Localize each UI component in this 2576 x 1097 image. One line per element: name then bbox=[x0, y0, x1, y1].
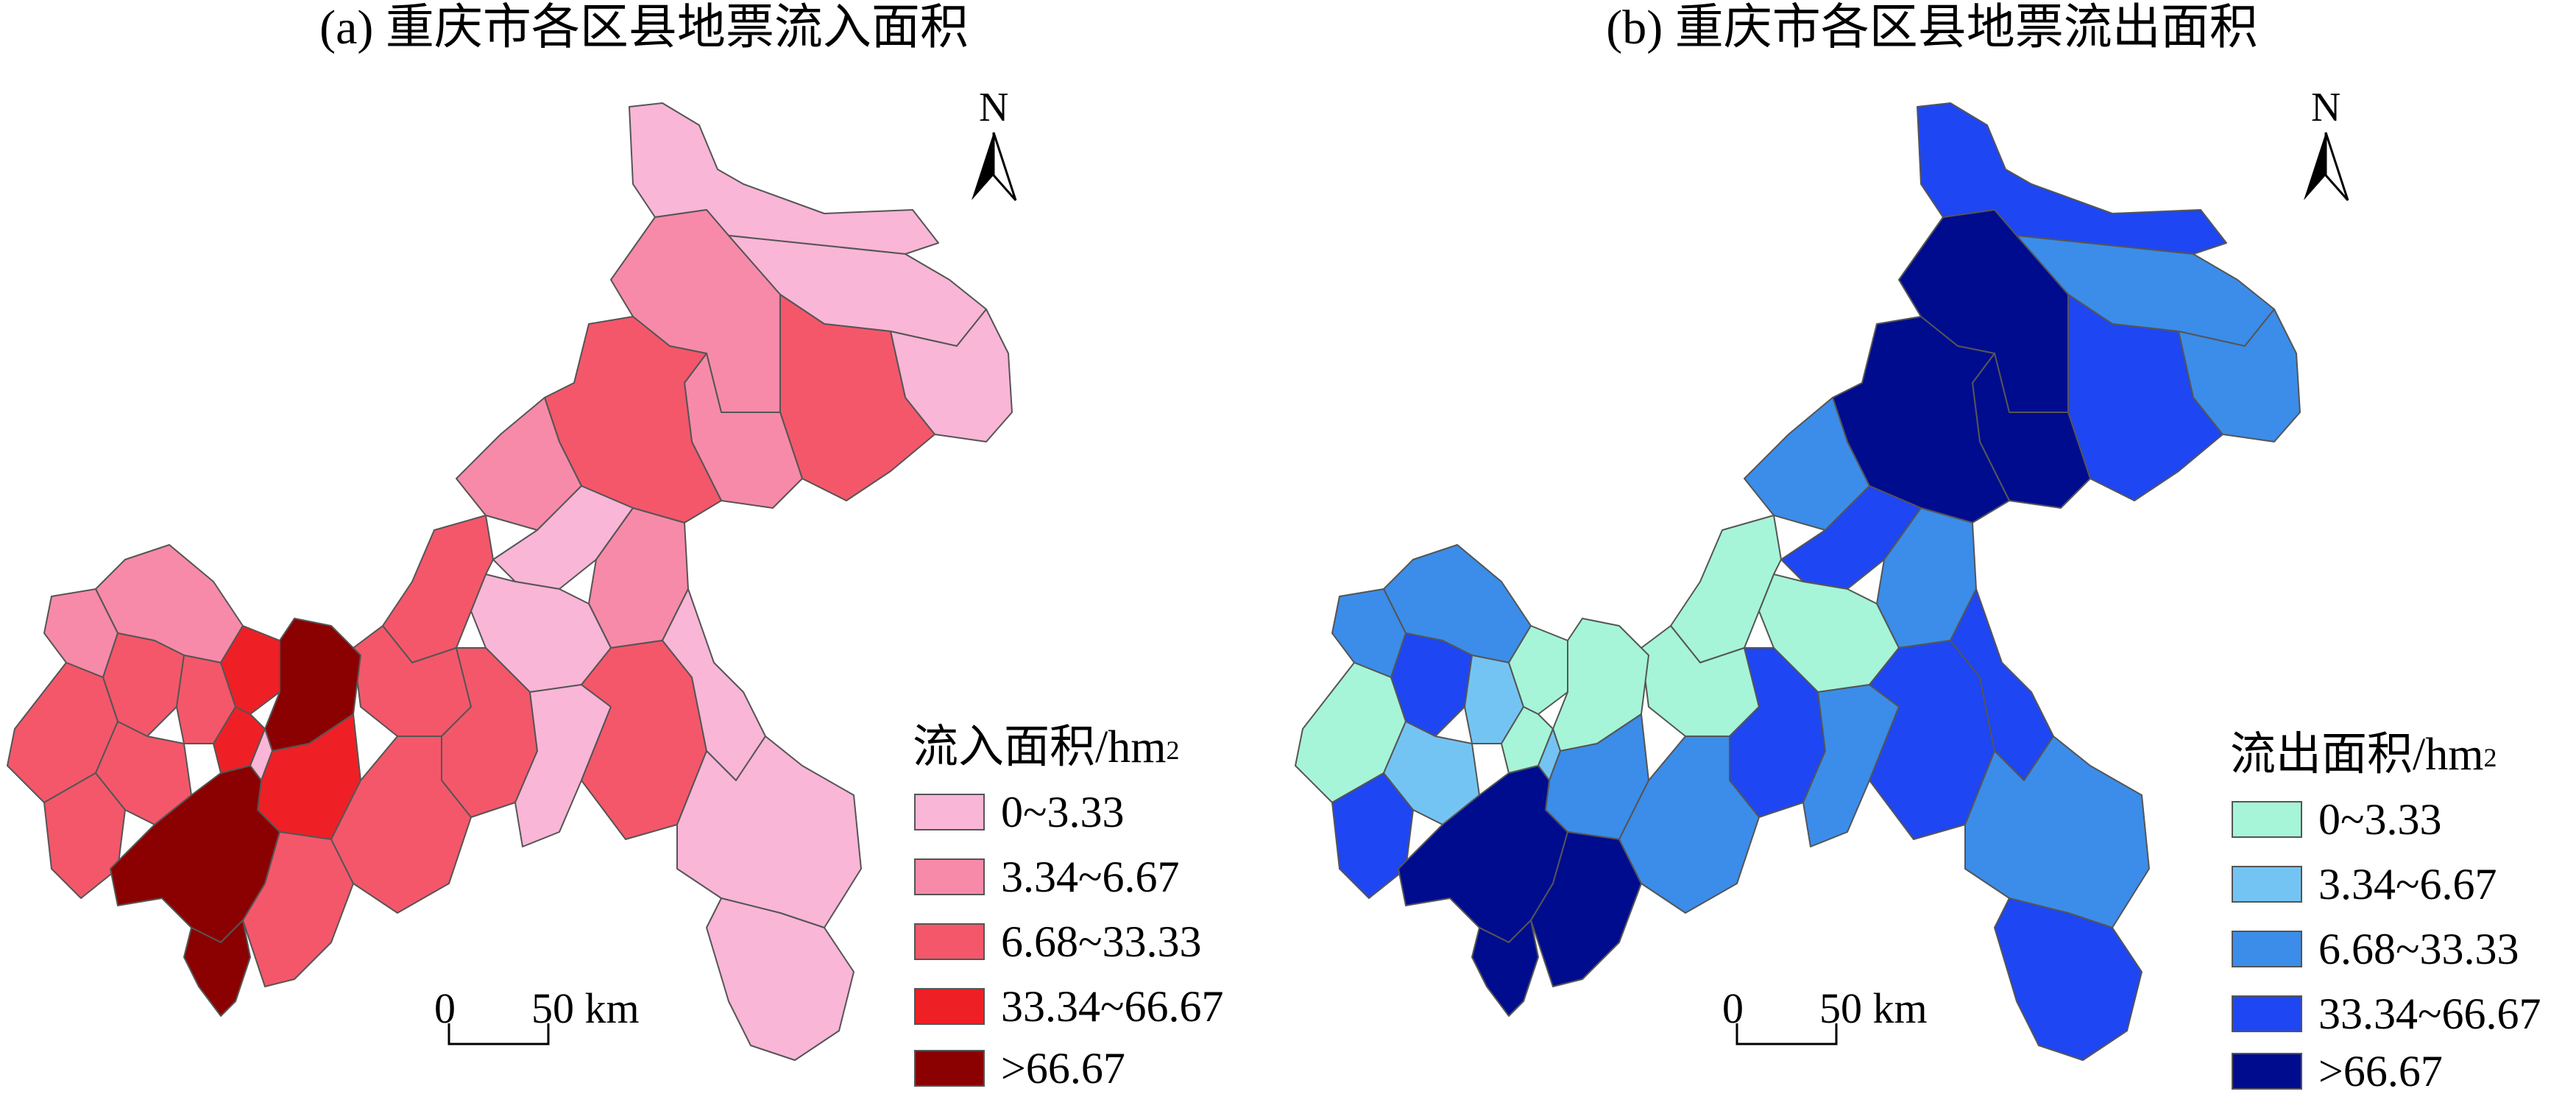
district-dianjiang bbox=[1670, 515, 1782, 663]
legend-title: 流出面积/hm2 bbox=[2230, 730, 2497, 780]
district-xiushan bbox=[706, 897, 854, 1061]
district-zhongxian bbox=[492, 485, 634, 590]
north-label: N bbox=[979, 85, 1009, 130]
legend-label: 33.34~66.67 bbox=[2318, 990, 2541, 1038]
north-label: N bbox=[2311, 85, 2341, 130]
legend-swatch bbox=[2232, 1053, 2302, 1090]
legend-swatch bbox=[914, 988, 985, 1025]
scale-distance-label: 50 km bbox=[531, 984, 640, 1032]
scale-bar bbox=[1735, 1023, 1838, 1045]
district-youyang bbox=[676, 736, 862, 928]
legend-label: 0~3.33 bbox=[2318, 795, 2442, 844]
legend-swatch bbox=[2232, 931, 2302, 967]
scale-distance-label: 50 km bbox=[1819, 984, 1928, 1032]
legend-label: >66.67 bbox=[2318, 1047, 2443, 1096]
legend-label: 0~3.33 bbox=[1001, 788, 1125, 836]
district-nanchuan bbox=[330, 736, 472, 914]
legend-swatch bbox=[914, 858, 985, 895]
scale-bar bbox=[447, 1023, 550, 1045]
legend-label: 33.34~66.67 bbox=[1001, 982, 1224, 1031]
district-xiushan bbox=[1994, 897, 2142, 1061]
legend-title: 流入面积/hm2 bbox=[913, 722, 1180, 772]
legend-swatch bbox=[914, 794, 985, 830]
panel-title: (b) 重庆市各区县地票流出面积 bbox=[1606, 1, 2258, 54]
legend-label: 3.34~6.67 bbox=[2318, 860, 2497, 909]
north-arrow-icon bbox=[2304, 132, 2349, 201]
district-dianjiang bbox=[382, 515, 494, 663]
panel-title: (a) 重庆市各区县地票流入面积 bbox=[319, 1, 969, 54]
district-qijiang bbox=[183, 920, 251, 1017]
district-yongchuan bbox=[95, 721, 192, 825]
legend-swatch bbox=[914, 1050, 985, 1087]
legend-swatch bbox=[2232, 995, 2302, 1032]
legend-swatch bbox=[2232, 801, 2302, 838]
scale-zero-label: 0 bbox=[1722, 984, 1744, 1032]
scale-zero-label: 0 bbox=[434, 984, 456, 1032]
district-qijiang bbox=[1471, 920, 1539, 1017]
legend-swatch bbox=[914, 923, 985, 960]
legend-label: 6.68~33.33 bbox=[2318, 925, 2519, 973]
legend-swatch bbox=[2232, 866, 2302, 903]
district-yongchuan bbox=[1383, 721, 1480, 825]
inflow-map bbox=[7, 102, 1017, 1061]
panel-inflow: (a) 重庆市各区县地票流入面积 bbox=[7, 1, 1224, 1093]
district-youyang bbox=[1964, 736, 2150, 928]
district-nanchuan bbox=[1618, 736, 1760, 914]
legend-label: 6.68~33.33 bbox=[1001, 917, 1202, 966]
outflow-map bbox=[1295, 102, 2349, 1061]
panel-outflow: (b) 重庆市各区县地票流出面积 bbox=[1288, 0, 2576, 1097]
legend-label: 3.34~6.67 bbox=[1001, 853, 1180, 901]
legend-label: >66.67 bbox=[1001, 1044, 1125, 1093]
north-arrow-icon bbox=[972, 132, 1017, 201]
district-zhongxian bbox=[1780, 485, 1922, 590]
